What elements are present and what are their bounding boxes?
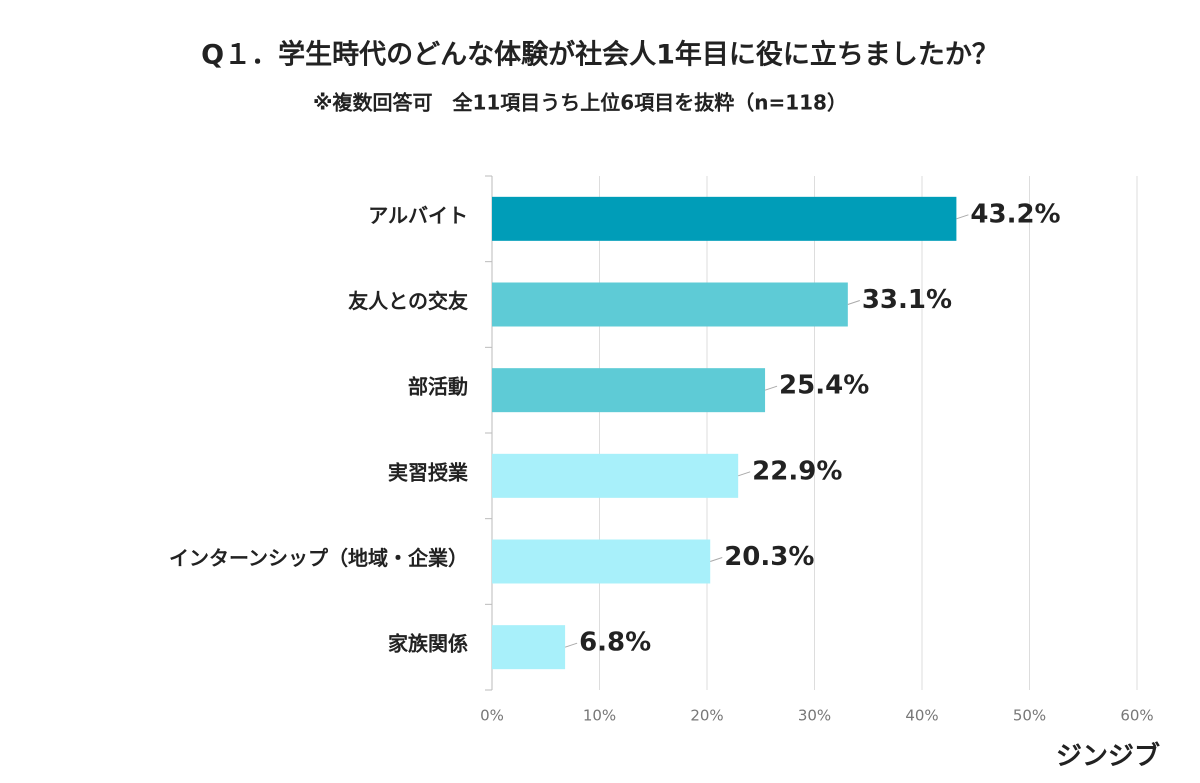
value-label: 22.9% <box>752 456 842 486</box>
bar <box>492 368 766 413</box>
value-label: 43.2% <box>970 199 1060 229</box>
bar <box>492 196 957 241</box>
x-tick-label: 30% <box>798 707 831 725</box>
value-label: 6.8% <box>579 628 651 658</box>
chart-title: Q１．学生時代のどんな体験が社会人1年目に役に立ちましたか？ <box>201 39 999 71</box>
x-tick-label: 50% <box>1013 707 1046 725</box>
y-tick-label: 部活動 <box>408 375 468 399</box>
bar <box>492 539 711 584</box>
leader-line <box>956 214 969 220</box>
leader-line <box>564 642 578 648</box>
bar <box>492 453 739 498</box>
y-tick-label: 家族関係 <box>388 632 468 656</box>
y-tick-label: 友人との交友 <box>348 289 468 313</box>
chart-subtitle: ※複数回答可 全11項目うち上位6項目を抜粋（n=118） <box>313 91 847 115</box>
x-tick-label: 0% <box>480 707 504 725</box>
leader-line <box>710 557 723 562</box>
value-label: 25.4% <box>779 371 869 401</box>
leader-line <box>847 300 860 305</box>
x-tick-label: 10% <box>583 707 616 725</box>
value-label: 20.3% <box>724 542 814 572</box>
y-tick-label: アルバイト <box>368 203 468 227</box>
brand-logo: ジンジブ <box>1056 741 1160 772</box>
y-tick-label: インターンシップ（地域・企業） <box>169 546 468 570</box>
bar <box>492 625 566 670</box>
leader-line <box>738 471 751 477</box>
y-tick-label: 実習授業 <box>388 460 469 484</box>
x-tick-label: 40% <box>905 707 938 725</box>
x-tick-label: 60% <box>1120 707 1153 725</box>
bar <box>492 282 848 327</box>
leader-line <box>764 385 778 391</box>
value-label: 33.1% <box>862 285 952 315</box>
x-tick-label: 20% <box>690 707 723 725</box>
